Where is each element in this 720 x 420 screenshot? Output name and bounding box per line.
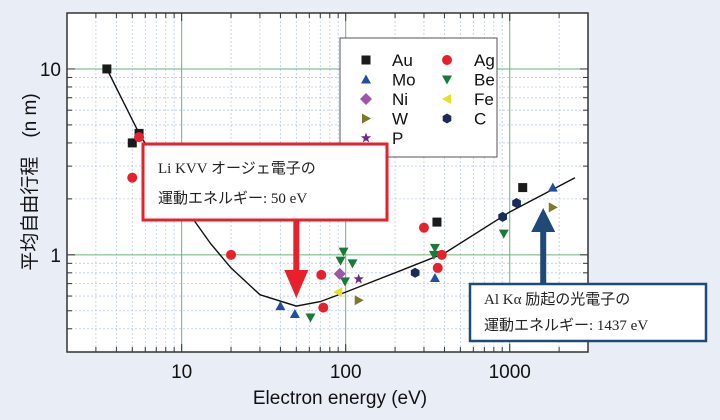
y-tick-label: 10 [40, 60, 61, 81]
data-point-ag [318, 302, 329, 313]
data-point-c [410, 267, 420, 278]
legend-label-mo: Mo [392, 71, 416, 90]
y-tick-label: 1 [50, 246, 61, 267]
x-tick-label: 100 [330, 362, 362, 383]
data-point-w [548, 202, 558, 213]
data-point-mo [289, 309, 300, 319]
legend-marker-au [361, 55, 371, 65]
data-point-au [102, 64, 112, 74]
data-point-ag [436, 249, 447, 260]
data-point-fe [333, 287, 343, 298]
data-point-au [127, 138, 137, 148]
data-points [102, 64, 558, 323]
data-point-ag [432, 262, 443, 273]
data-point-be [347, 259, 358, 269]
data-point-ag [418, 222, 429, 233]
ticks: 10 100 1000 1 10 [40, 12, 589, 383]
red-arrow-head [284, 270, 309, 298]
legend: Au Ag Mo Be Ni Fe W C P [339, 37, 498, 158]
legend-label-p: P [392, 129, 403, 148]
al-ka-line1: Al Kα 励起の光電子の [484, 291, 630, 308]
data-point-au [432, 217, 442, 227]
legend-label-fe: Fe [474, 90, 494, 109]
al-ka-line2: 運動エネルギー: 1437 eV [484, 317, 648, 334]
legend-label-w: W [392, 110, 408, 129]
li-kvv-box [141, 142, 389, 222]
legend-label-c: C [474, 110, 486, 129]
plot-frame [66, 12, 589, 353]
data-point-be [498, 229, 509, 239]
data-point-p [353, 273, 364, 284]
data-point-be [428, 250, 439, 260]
li-kvv-line1: Li KVV オージェ電子の [158, 160, 316, 177]
data-point-be [335, 256, 346, 266]
x-axis-label: Electron energy (eV) [253, 388, 427, 409]
li-kvv-line2: 運動エネルギー: 50 eV [158, 190, 307, 207]
data-point-be [305, 313, 316, 323]
data-point-c [498, 211, 507, 222]
data-point-ag [316, 269, 327, 280]
legend-marker-ni [360, 93, 372, 105]
data-point-mo [547, 182, 558, 192]
legend-label-ni: Ni [392, 90, 408, 109]
data-point-w [354, 295, 364, 306]
data-point-c [512, 198, 521, 208]
legend-marker-fe [442, 94, 451, 104]
legend-marker-mo [361, 74, 371, 84]
blue-arrow-head [531, 208, 556, 232]
al-ka-box [468, 282, 708, 343]
legend-marker-c [442, 113, 452, 124]
data-point-ag [134, 132, 145, 143]
legend-label-be: Be [474, 71, 495, 90]
data-point-au [518, 183, 528, 193]
red-arrow-shaft [293, 220, 300, 272]
y-axis-label: 平均自由行程 (n m) [19, 93, 41, 270]
x-tick-label: 10 [171, 362, 192, 383]
legend-label-ag: Ag [474, 51, 495, 70]
data-point-be [338, 247, 349, 257]
data-point-ag [226, 249, 237, 260]
legend-marker-be [442, 75, 452, 85]
data-point-be [429, 243, 440, 253]
legend-marker-p [360, 132, 372, 143]
legend-label-au: Au [392, 51, 413, 70]
data-point-ni [333, 267, 346, 280]
data-point-mo [429, 273, 440, 283]
legend-marker-ag [442, 55, 452, 65]
data-point-be [339, 277, 350, 287]
blue-arrow-shaft [540, 230, 547, 284]
data-point-ag [127, 172, 138, 183]
x-tick-label: 1000 [489, 362, 531, 383]
data-point-mo [275, 301, 286, 311]
legend-marker-w [362, 113, 371, 124]
